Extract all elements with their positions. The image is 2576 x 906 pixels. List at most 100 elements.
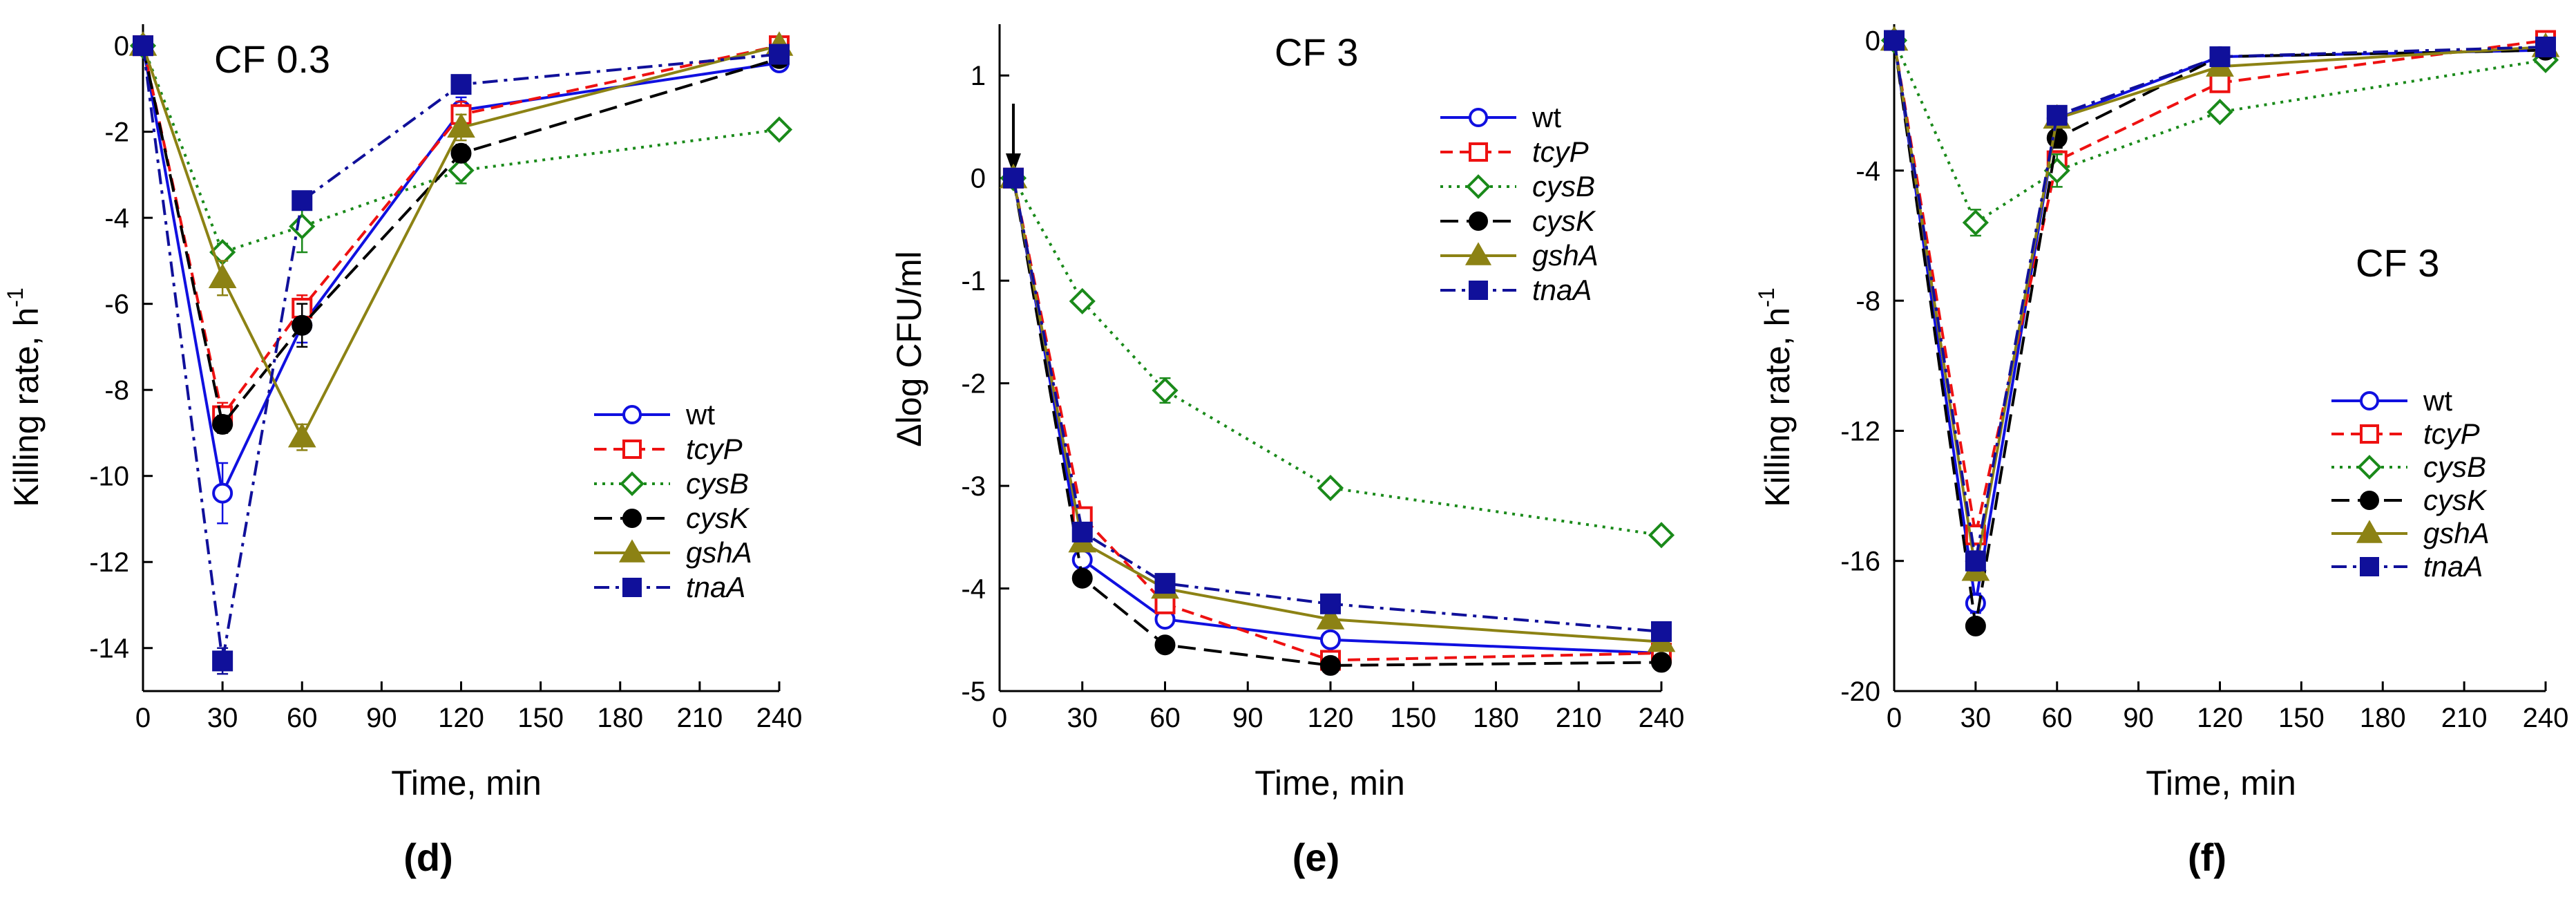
legend-marker-wt (1469, 108, 1488, 127)
legend-marker-cysK (2360, 491, 2379, 510)
chart-title: CF 0.3 (214, 37, 330, 81)
x-tick-label: 180 (597, 703, 643, 733)
legend-marker-tnaA (2360, 557, 2379, 576)
x-tick-label: 120 (1308, 703, 1354, 733)
y-axis-label-main: Killing rate, h (7, 308, 46, 507)
series-line-tcyP (1893, 39, 2546, 536)
legend-marker-cysB (2357, 455, 2382, 480)
x-tick-label: 60 (1149, 703, 1181, 733)
panel-label: (e) (1292, 836, 1339, 879)
legend-marker-gshA (618, 539, 646, 563)
data-point-tnaA (1651, 621, 1672, 642)
chart-title: CF 3 (1275, 30, 1358, 74)
y-tick-label: -5 (961, 677, 986, 707)
legend-label-wt: wt (1532, 101, 1561, 133)
legend-marker-wt (2360, 391, 2379, 410)
legend-marker-wt (622, 405, 642, 424)
data-point-tnaA (1320, 593, 1341, 614)
legend-marker-cysK (622, 509, 642, 528)
x-tick-label: 180 (2360, 703, 2406, 733)
chart-title: CF 3 (2356, 241, 2439, 285)
y-tick-label: 1 (971, 61, 986, 91)
panel-label-letter: f (2201, 836, 2214, 879)
x-tick-label: 150 (1390, 703, 1436, 733)
data-point-tnaA (2535, 36, 2556, 57)
x-axis-label: Time, min (1254, 764, 1405, 802)
legend-marker-tcyP (2360, 424, 2379, 444)
legend-label-tnaA: tnaA (2423, 550, 2483, 583)
data-point-gshA (287, 422, 316, 448)
y-tick-label: -12 (1840, 416, 1880, 446)
data-point-cysB (289, 213, 316, 240)
x-tick-label: 0 (135, 703, 151, 733)
panel-label: (f) (2188, 836, 2226, 879)
y-tick-label: -8 (104, 375, 129, 406)
y-tick-label: -16 (1840, 547, 1880, 577)
x-tick-label: 30 (1960, 703, 1992, 733)
data-point-tnaA (769, 44, 790, 65)
data-point-cysK (1320, 654, 1341, 676)
legend-label-cysK: cysK (686, 502, 750, 534)
data-point-cysK (450, 142, 472, 164)
data-point-cysK (2046, 127, 2068, 149)
legend-marker-gshA (1464, 242, 1492, 265)
data-point-cysB (1152, 377, 1179, 404)
x-tick-label: 120 (2197, 703, 2243, 733)
series-tcyP (133, 35, 790, 430)
legend-marker-tcyP (622, 440, 642, 459)
panel-label-letter: d (417, 836, 440, 879)
y-tick-label: -2 (961, 369, 986, 399)
legend-label-gshA: gshA (1532, 239, 1599, 272)
y-tick-label: -4 (104, 203, 129, 234)
panel-label: (d) (403, 836, 453, 879)
y-tick-label: -4 (961, 574, 986, 605)
x-tick-label: 30 (207, 703, 238, 733)
y-tick-label: 0 (1865, 26, 1880, 57)
panel-label-letter: e (1305, 836, 1326, 879)
data-point-cysK (212, 414, 233, 435)
data-point-cysB (448, 157, 475, 184)
x-axis-label: Time, min (2146, 764, 2296, 802)
panel-label-open: ( (403, 836, 417, 879)
legend-label-wt: wt (685, 398, 715, 431)
series-tnaA (133, 35, 790, 675)
data-point-cysB (765, 116, 793, 143)
y-tick-label: -12 (89, 547, 129, 578)
panel-label-open: ( (2188, 836, 2201, 879)
data-point-tnaA (1154, 573, 1176, 594)
data-point-tnaA (1965, 550, 1986, 572)
x-axis-label: Time, min (391, 764, 542, 802)
data-point-cysB (1648, 522, 1675, 549)
x-tick-label: 150 (517, 703, 564, 733)
y-tick-label: -4 (1855, 156, 1880, 187)
panel-label-close: ) (440, 836, 453, 879)
legend-marker-cysK (1469, 211, 1488, 231)
legend-label-cysK: cysK (1532, 205, 1596, 237)
data-point-cysK (1965, 615, 1986, 636)
data-point-tnaA (1071, 521, 1093, 542)
x-tick-label: 150 (2278, 703, 2325, 733)
y-axis-label-main: Δlog CFU/ml (890, 251, 928, 446)
legend-marker-cysB (620, 471, 645, 496)
series-line-cysB (1893, 39, 2546, 225)
data-point-cysB (1069, 287, 1096, 314)
chart-panel-3: 0 30 60 90 120 150 180 210 240 0 -4 -8 -12 -16 -20 CF 3… (1754, 24, 2568, 879)
y-tick-label: 0 (971, 164, 986, 194)
data-point-tnaA (2209, 46, 2231, 68)
x-tick-label: 90 (2123, 703, 2154, 733)
data-point-gshA (208, 263, 237, 288)
legend-marker-tnaA (1469, 281, 1488, 300)
y-tick-label: -20 (1840, 677, 1880, 707)
data-point-cysK (292, 314, 313, 336)
x-tick-label: 240 (1639, 703, 1685, 733)
panel-label-close: ) (2213, 836, 2226, 879)
x-tick-label: 210 (677, 703, 723, 733)
series-line-tnaA (1893, 40, 2546, 562)
data-point-tnaA (450, 74, 472, 95)
data-point-tcyP (2209, 72, 2231, 93)
y-axis-label-sup: -1 (3, 287, 28, 307)
series-gshA (128, 31, 794, 451)
legend-marker-gshA (2356, 520, 2383, 543)
